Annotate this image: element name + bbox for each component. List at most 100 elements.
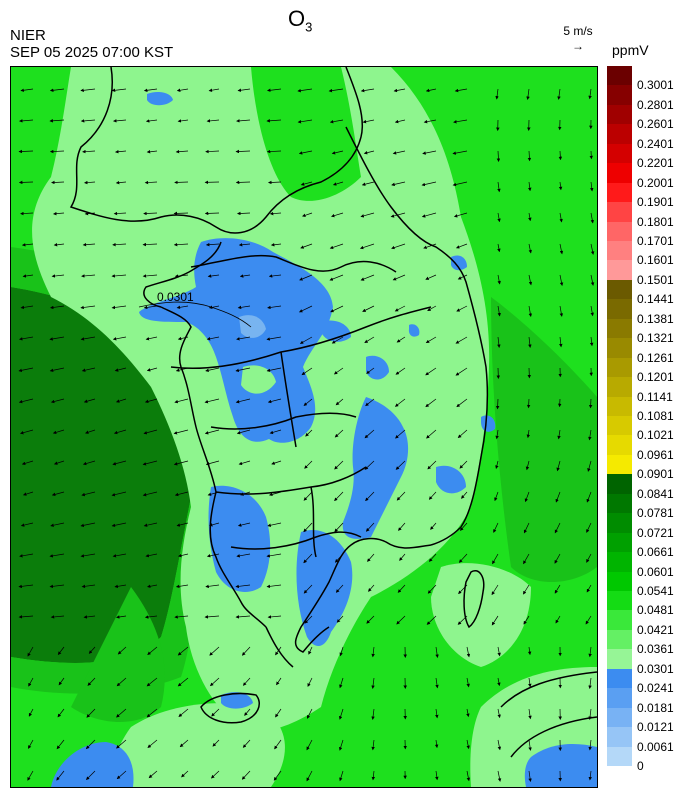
island (510, 716, 597, 758)
wind-arrow (49, 149, 65, 154)
wind-arrow (205, 460, 220, 466)
legend-label: 0.1021 (637, 428, 674, 443)
wind-arrow (395, 460, 406, 470)
wind-arrow (235, 615, 251, 619)
wind-arrow (57, 646, 65, 656)
blue-region (51, 742, 134, 787)
wind-arrow (559, 336, 563, 348)
wind-arrow (526, 398, 531, 409)
wind-arrow (80, 305, 96, 310)
wind-arrow (427, 584, 437, 594)
legend-label: 0.0181 (637, 700, 674, 715)
wind-arrow (523, 522, 530, 534)
wind-arrow (528, 336, 532, 348)
legend-label: 0 (637, 759, 644, 773)
wind-arrow (206, 119, 220, 123)
wind-arrow (365, 398, 375, 407)
wind-arrow (559, 305, 564, 317)
wind-arrow (174, 615, 189, 619)
wind-arrow (236, 429, 251, 435)
wind-arrow (588, 429, 592, 441)
wind-arrow (371, 770, 376, 781)
wind-arrow (237, 305, 251, 310)
wind-arrow (339, 770, 344, 782)
wind-arrow (143, 429, 158, 435)
wind-arrow (304, 460, 313, 469)
blue-region (147, 92, 173, 106)
wind-arrow (434, 739, 439, 749)
legend-swatch (607, 143, 632, 164)
legend-label: 0.0901 (637, 467, 674, 482)
wind-arrow (112, 336, 127, 341)
wind-arrow (84, 211, 96, 216)
wind-arrow (266, 553, 282, 558)
legend-swatch (607, 688, 632, 709)
wind-arrow (27, 770, 34, 781)
wind-arrow (174, 398, 189, 404)
wind-arrow (335, 398, 344, 406)
wind-arrow (371, 708, 375, 720)
wind-arrow (28, 739, 34, 749)
wind-arrow (111, 88, 127, 93)
wind-arrow (587, 460, 592, 472)
color-legend (607, 66, 632, 767)
wind-arrow (435, 646, 439, 658)
legend-swatch (607, 377, 632, 398)
legend-swatch (607, 124, 632, 145)
legend-swatch (607, 241, 632, 261)
wind-arrow (111, 305, 127, 310)
legend-label: 0.1141 (637, 389, 673, 404)
wind-arrow (18, 398, 34, 404)
wind-arrow (497, 336, 501, 348)
wind-arrow (495, 460, 499, 469)
wind-arrow (178, 553, 189, 558)
wind-arrow (528, 677, 532, 688)
wind-arrow (241, 770, 251, 780)
blue-region (139, 238, 333, 443)
wind-arrow (115, 149, 127, 154)
wind-arrow (365, 491, 375, 502)
wind-arrow (144, 615, 158, 619)
wind-arrow (332, 181, 344, 186)
wind-arrow (334, 460, 344, 470)
wind-arrow (425, 336, 437, 344)
wind-arrow (266, 367, 282, 373)
wind-arrow (80, 119, 96, 123)
wind-arrow (396, 491, 406, 501)
wind-arrow (496, 150, 501, 162)
border (230, 531, 362, 550)
wind-arrow (455, 336, 468, 344)
wind-arrow (179, 739, 189, 748)
wind-arrow (20, 211, 34, 216)
wind-arrow (267, 615, 282, 619)
wind-arrow (235, 180, 251, 185)
wind-arrow (49, 367, 65, 373)
wind-arrow (334, 522, 344, 533)
wind-arrow (391, 181, 406, 187)
wind-arrow (528, 305, 533, 317)
legend-label: 0.1701 (637, 234, 674, 248)
wind-arrow (466, 646, 471, 658)
wind-arrow (114, 367, 127, 372)
wind-arrow (557, 429, 561, 440)
legend-label: 0.2401 (637, 136, 674, 151)
wind-arrow (430, 522, 437, 530)
wind-arrow (421, 212, 437, 218)
wind-arrow (113, 429, 127, 435)
wind-arrow (329, 119, 344, 124)
wind-arrow (466, 770, 471, 782)
wind-reference: 5 m/s → (556, 24, 600, 52)
wind-arrow (56, 770, 65, 781)
wind-arrow (497, 181, 501, 193)
wind-arrow (51, 274, 65, 278)
wind-arrow (58, 677, 65, 686)
wind-arrow (27, 646, 34, 657)
wind-arrow (335, 584, 344, 593)
wind-arrow (144, 180, 158, 185)
wind-arrow (303, 584, 313, 594)
wind-arrow (367, 553, 375, 562)
wind-arrow (80, 336, 96, 341)
legend-label: 0.0121 (637, 720, 674, 735)
wind-arrow (240, 491, 251, 496)
wind-arrow (85, 739, 96, 750)
